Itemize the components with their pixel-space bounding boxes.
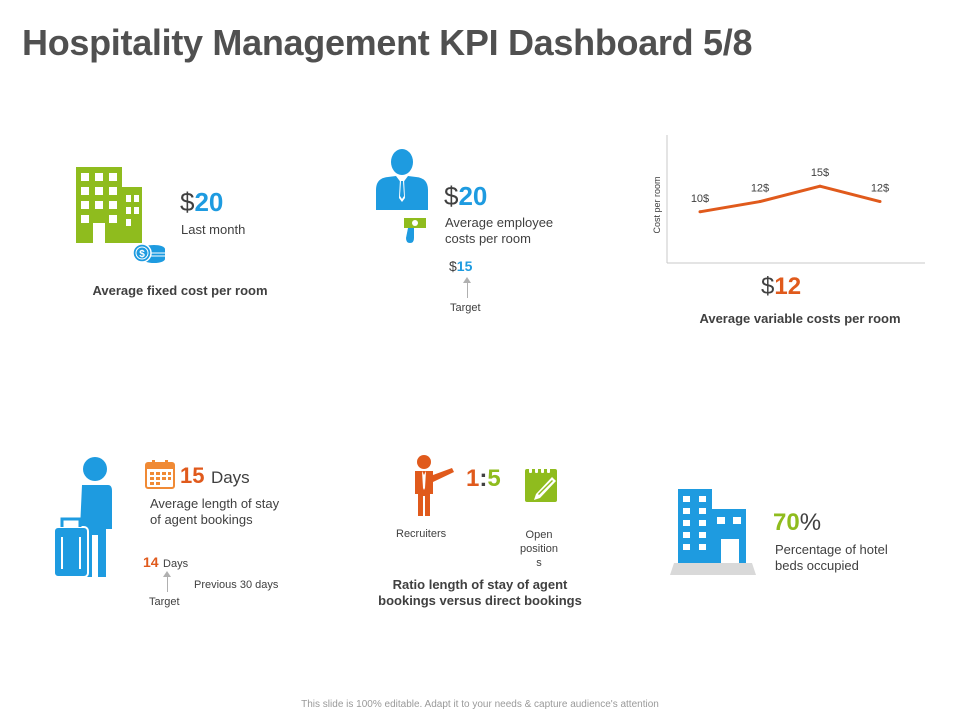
ratio-caption-line1: Ratio length of stay of agent bbox=[392, 577, 568, 592]
businessman-icon bbox=[376, 149, 428, 243]
occupancy-unit: % bbox=[799, 509, 822, 536]
fixed-cost-sub: Last month bbox=[181, 222, 246, 237]
stay-sub-line2: of agent bookings bbox=[150, 512, 253, 527]
chart-data-label: 12$ bbox=[751, 183, 769, 195]
page-title: Hospitality Management KPI Dashboard 5/8 bbox=[22, 22, 753, 63]
stay-target-value: 14 Days bbox=[143, 554, 188, 572]
ratio-caption: Ratio length of stay of agent bookings v… bbox=[340, 577, 620, 609]
fixed-cost-number: 20 bbox=[194, 187, 224, 217]
employee-cost-sub-line1: Average employee bbox=[445, 215, 554, 230]
stay-target-unit: Days bbox=[163, 558, 189, 570]
stay-number: 15 bbox=[180, 463, 205, 488]
employee-cost-number: 20 bbox=[458, 181, 488, 211]
svg-text:$: $ bbox=[139, 249, 145, 260]
occupancy-value: 70% bbox=[773, 509, 821, 537]
chart-data-label: 12$ bbox=[871, 183, 889, 195]
chart-point bbox=[878, 200, 882, 204]
variable-cost-number: 12 bbox=[774, 273, 802, 300]
occupancy-sub: Percentage of hotel beds occupied bbox=[775, 542, 888, 574]
employee-target-currency: $ bbox=[449, 258, 457, 274]
stay-value: 15 Days bbox=[180, 463, 250, 489]
variable-cost-chart: 10$ 12$ 15$ 12$ bbox=[666, 135, 925, 264]
occupancy-number: 70 bbox=[773, 509, 800, 536]
calendar-icon bbox=[145, 460, 175, 489]
fixed-cost-value: $20 bbox=[180, 187, 223, 218]
stay-target-arrow bbox=[163, 571, 171, 592]
notepad-pencil-icon bbox=[525, 466, 557, 502]
chart-series-line bbox=[699, 184, 881, 214]
stay-sub-line1: Average length of stay bbox=[150, 496, 280, 511]
employee-target-number: 15 bbox=[456, 258, 473, 274]
traveler-with-luggage-icon bbox=[53, 457, 112, 578]
ratio-value: 1:5 bbox=[466, 465, 501, 493]
open-positions-label: Open position s bbox=[509, 528, 569, 570]
chart-point bbox=[698, 210, 702, 214]
ratio-left: 1 bbox=[466, 465, 480, 492]
chart-point bbox=[758, 200, 762, 204]
employee-cost-currency: $ bbox=[444, 181, 459, 211]
fixed-cost-currency: $ bbox=[180, 187, 195, 217]
ratio-caption-line2: bookings versus direct bookings bbox=[378, 593, 582, 608]
recruiter-pointing-icon bbox=[415, 455, 454, 516]
employee-cost-sub-line2: costs per room bbox=[445, 231, 531, 246]
chart-point bbox=[818, 184, 822, 188]
office-building-with-coins-icon: $ bbox=[76, 167, 165, 263]
stay-unit: Days bbox=[210, 468, 250, 487]
employee-cost-value: $20 bbox=[444, 181, 487, 212]
occupancy-sub-line1: Percentage of hotel bbox=[775, 542, 888, 557]
employee-target-arrow bbox=[463, 277, 471, 298]
recruiters-label: Recruiters bbox=[396, 528, 447, 540]
fixed-cost-caption: Average fixed cost per room bbox=[92, 283, 268, 298]
stay-previous-label: Previous 30 days bbox=[194, 579, 279, 591]
employee-cost-sub: Average employee costs per room bbox=[445, 215, 553, 247]
open-positions-line1: Open bbox=[525, 529, 553, 541]
variable-cost-caption: Average variable costs per room bbox=[699, 311, 901, 326]
ratio-right: 5 bbox=[487, 465, 501, 492]
ratio-separator: : bbox=[479, 465, 488, 492]
stay-target-number: 14 bbox=[143, 554, 159, 570]
hotel-building-icon bbox=[670, 489, 756, 575]
variable-cost-value: $12 bbox=[761, 273, 801, 301]
employee-target-label: Target bbox=[450, 302, 481, 314]
stay-target-label: Target bbox=[149, 596, 180, 608]
occupancy-sub-line2: beds occupied bbox=[775, 558, 859, 573]
employee-target-value: $15 bbox=[449, 258, 472, 274]
open-positions-line2: position bbox=[520, 543, 558, 555]
footer-note: This slide is 100% editable. Adapt it to… bbox=[301, 699, 659, 710]
stay-sub: Average length of stay of agent bookings bbox=[150, 496, 279, 528]
chart-data-label: 10$ bbox=[691, 193, 709, 205]
chart-data-label: 15$ bbox=[811, 167, 829, 179]
open-positions-line3: s bbox=[536, 557, 542, 569]
variable-cost-currency: $ bbox=[761, 273, 775, 300]
